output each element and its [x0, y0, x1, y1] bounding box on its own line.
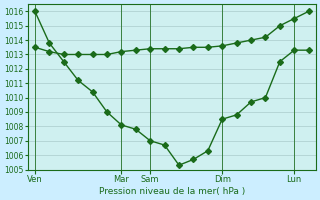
X-axis label: Pression niveau de la mer( hPa ): Pression niveau de la mer( hPa ): [99, 187, 245, 196]
